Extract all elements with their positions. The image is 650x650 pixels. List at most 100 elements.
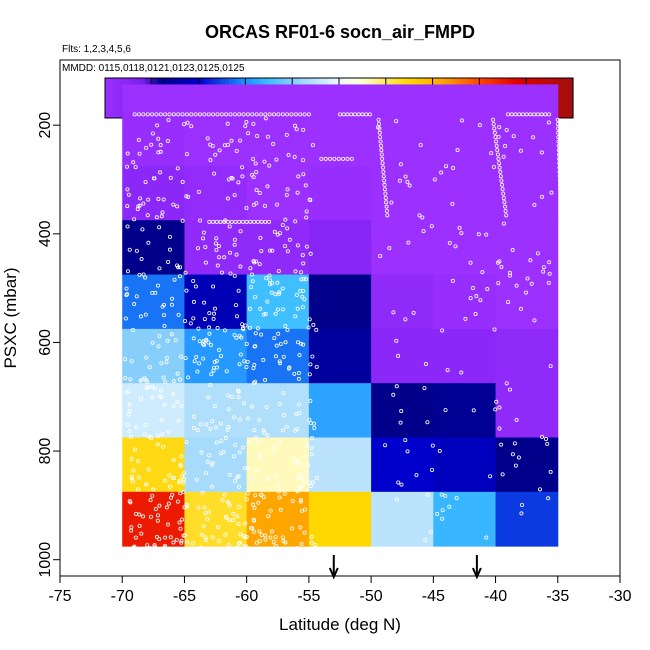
observation-point <box>160 432 165 437</box>
observation-point <box>345 112 350 117</box>
observation-point <box>558 204 563 209</box>
observation-point <box>491 122 496 127</box>
observation-point <box>141 201 146 206</box>
observation-point <box>151 176 156 181</box>
heatmap-cell <box>246 111 310 167</box>
heatmap-cell <box>371 84 434 113</box>
observation-point <box>352 112 357 117</box>
observation-point <box>454 496 459 501</box>
observation-point <box>126 192 131 197</box>
observation-point <box>189 112 194 117</box>
observation-point <box>152 544 157 549</box>
observation-point <box>399 409 404 414</box>
observation-point <box>146 240 151 245</box>
observation-point <box>285 249 290 254</box>
observation-point <box>227 503 232 508</box>
observation-point <box>512 441 517 446</box>
observation-point <box>514 283 519 288</box>
observation-point <box>540 434 545 439</box>
observation-point <box>499 265 504 270</box>
observation-point <box>274 549 279 554</box>
observation-point <box>198 422 203 427</box>
observation-point <box>257 262 262 267</box>
observation-point <box>403 438 408 443</box>
observation-point <box>556 130 561 135</box>
observation-point <box>422 386 427 391</box>
observation-point <box>244 341 249 346</box>
observation-point <box>169 302 174 307</box>
observation-point <box>397 178 402 183</box>
observation-point <box>299 484 304 489</box>
observation-point <box>191 299 196 304</box>
observation-point <box>541 265 546 270</box>
observation-point <box>244 364 249 369</box>
observation-point <box>423 538 428 543</box>
observation-point <box>184 440 189 445</box>
y-tick-label: 200 <box>37 112 54 139</box>
observation-point <box>253 493 258 498</box>
observation-point <box>166 522 171 527</box>
observation-point <box>398 420 403 425</box>
observation-point <box>184 288 189 293</box>
observation-point <box>295 340 300 345</box>
observation-point <box>189 124 194 129</box>
observation-point <box>265 433 270 438</box>
observation-point <box>495 260 500 265</box>
observation-point <box>301 261 306 266</box>
observation-point <box>138 196 143 201</box>
observation-point <box>256 439 261 444</box>
observation-point <box>380 165 385 170</box>
observation-point <box>254 112 259 117</box>
colorbar-segment <box>557 78 562 118</box>
observation-point <box>500 187 505 192</box>
observation-point <box>299 341 304 346</box>
observation-point <box>148 514 153 519</box>
observation-point <box>124 286 129 291</box>
observation-point <box>269 290 274 295</box>
heatmap-cell <box>308 220 372 276</box>
observation-point <box>137 523 142 528</box>
observation-point <box>440 328 445 333</box>
observation-point <box>138 314 143 319</box>
heatmap-cell <box>495 491 559 547</box>
observation-point <box>150 493 155 498</box>
observation-point <box>296 371 301 376</box>
observation-point <box>470 286 475 291</box>
observation-point <box>228 271 233 276</box>
observation-point <box>213 152 218 157</box>
observation-point <box>507 273 512 278</box>
observation-point <box>233 479 238 484</box>
observation-point <box>158 149 163 154</box>
observation-point <box>214 248 219 253</box>
observation-point <box>411 310 416 315</box>
observation-point <box>263 203 268 208</box>
observation-point <box>123 316 128 321</box>
observation-point <box>298 288 303 293</box>
observation-point <box>194 355 199 360</box>
observation-point <box>341 112 346 117</box>
observation-point <box>156 150 161 155</box>
observation-point <box>450 201 455 206</box>
observation-point <box>394 119 399 124</box>
heatmap-cell <box>246 437 310 493</box>
observation-point <box>211 284 216 289</box>
observation-point <box>214 425 219 430</box>
heatmap-cell <box>433 220 497 276</box>
observation-point <box>518 148 523 153</box>
observation-point <box>296 402 301 407</box>
observation-point <box>507 270 512 275</box>
observation-point <box>310 436 315 441</box>
observation-point <box>202 300 207 305</box>
observation-point <box>244 544 249 549</box>
observation-point <box>148 498 153 503</box>
observation-point <box>167 473 172 478</box>
observation-point <box>206 509 211 514</box>
observation-point <box>298 462 303 467</box>
observation-point <box>257 539 262 544</box>
observation-point <box>251 518 256 523</box>
observation-point <box>531 135 536 140</box>
observation-point <box>226 407 231 412</box>
observation-point <box>219 270 224 275</box>
observation-point <box>280 428 285 433</box>
observation-point <box>248 266 253 271</box>
